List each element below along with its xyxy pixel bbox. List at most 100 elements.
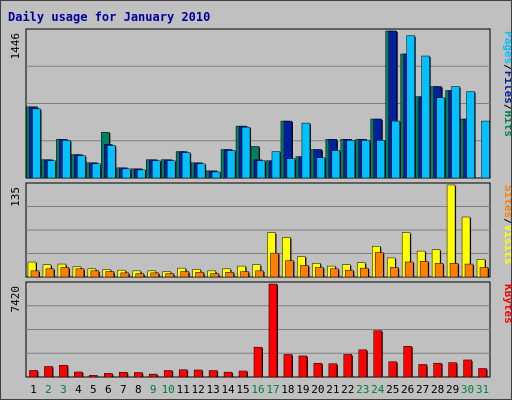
bar-pages bbox=[226, 150, 236, 179]
bar-kbytes bbox=[178, 369, 188, 378]
bar-sites bbox=[389, 267, 399, 278]
bar-pages bbox=[361, 140, 371, 179]
bar-pages bbox=[211, 171, 221, 179]
bar-sites bbox=[330, 268, 339, 278]
x-tick-label: 28 bbox=[431, 383, 444, 396]
panel-hits-files-pages: 1446 Pages/Files/Hits bbox=[9, 28, 511, 179]
bar-kbytes bbox=[268, 283, 278, 378]
bar-sites bbox=[419, 261, 429, 278]
bar-kbytes bbox=[373, 330, 382, 378]
bar-kbytes bbox=[298, 355, 308, 378]
bar-sites bbox=[30, 270, 40, 278]
panel-visits-sites: 135 Sites/Visits bbox=[9, 182, 511, 278]
bar-kbytes bbox=[388, 361, 397, 378]
bar-sites bbox=[449, 263, 459, 278]
panel-legend: Sites/Visits bbox=[502, 185, 511, 265]
bar-kbytes bbox=[163, 370, 173, 378]
bar-sites bbox=[255, 270, 264, 278]
x-tick-label: 17 bbox=[266, 383, 279, 396]
bar-kbytes bbox=[223, 371, 233, 378]
bar-kbytes bbox=[313, 362, 323, 378]
x-tick-label: 8 bbox=[135, 383, 142, 396]
chart-title: Daily usage for January 2010 bbox=[8, 10, 210, 24]
bar-kbytes bbox=[29, 370, 38, 378]
bar-kbytes bbox=[44, 366, 53, 378]
bar-pages bbox=[331, 150, 341, 179]
x-tick-label: 2 bbox=[45, 383, 52, 396]
bar-kbytes bbox=[238, 370, 248, 378]
bar-pages bbox=[286, 158, 296, 179]
bar-pages bbox=[166, 160, 176, 179]
bar-kbytes bbox=[478, 368, 487, 378]
bar-pages bbox=[316, 157, 326, 179]
bar-sites bbox=[75, 268, 85, 278]
bar-kbytes bbox=[119, 371, 128, 378]
series-kbytes bbox=[29, 283, 488, 378]
x-tick-label: 14 bbox=[221, 383, 235, 396]
bar-sites bbox=[90, 270, 100, 278]
ymax-label: 7420 bbox=[9, 286, 22, 313]
bar-sites bbox=[195, 271, 204, 278]
bar-pages bbox=[346, 140, 356, 179]
bar-pages bbox=[436, 97, 445, 179]
x-tick-label: 15 bbox=[236, 383, 249, 396]
bar-pages bbox=[406, 35, 415, 179]
bar-kbytes bbox=[59, 364, 68, 378]
bar-kbytes bbox=[193, 369, 203, 378]
bar-sites bbox=[240, 271, 249, 278]
bar-sites bbox=[360, 267, 369, 278]
x-tick-label: 9 bbox=[150, 383, 157, 396]
x-tick-label: 16 bbox=[251, 383, 264, 396]
bar-pages bbox=[62, 140, 71, 179]
bar-kbytes bbox=[253, 346, 263, 378]
panel-kbytes: 7420 KBytes bbox=[9, 281, 511, 378]
x-tick-label: 3 bbox=[60, 383, 67, 396]
bar-pages bbox=[391, 120, 400, 179]
bar-kbytes bbox=[208, 370, 218, 378]
bar-pages bbox=[92, 163, 101, 179]
bar-sites bbox=[404, 261, 414, 278]
bar-sites bbox=[464, 263, 474, 278]
x-tick-label: 30 bbox=[461, 383, 474, 396]
x-tick-label: 20 bbox=[311, 383, 324, 396]
x-tick-label: 5 bbox=[90, 383, 97, 396]
bar-kbytes bbox=[89, 375, 98, 378]
x-tick-label: 26 bbox=[401, 383, 414, 396]
bar-kbytes bbox=[358, 349, 368, 378]
bar-sites bbox=[345, 269, 354, 278]
bar-sites bbox=[135, 273, 145, 278]
bar-sites bbox=[210, 273, 219, 278]
bar-sites bbox=[434, 263, 444, 278]
series-visits bbox=[27, 184, 487, 278]
bar-kbytes bbox=[448, 362, 457, 378]
bar-kbytes bbox=[104, 373, 113, 378]
bar-kbytes bbox=[134, 372, 143, 378]
bar-sites bbox=[300, 265, 309, 278]
x-tick-label: 31 bbox=[476, 383, 489, 396]
bar-sites bbox=[270, 252, 279, 278]
bar-sites bbox=[315, 267, 324, 278]
x-tick-label: 11 bbox=[177, 383, 190, 396]
bar-kbytes bbox=[328, 363, 338, 378]
x-tick-label: 24 bbox=[371, 383, 385, 396]
bar-sites bbox=[120, 272, 130, 278]
bar-kbytes bbox=[463, 359, 472, 378]
x-tick-label: 22 bbox=[341, 383, 354, 396]
bar-kbytes bbox=[418, 364, 427, 378]
bar-kbytes bbox=[148, 373, 158, 378]
bar-kbytes bbox=[283, 354, 293, 378]
bar-pages bbox=[451, 86, 460, 179]
bar-pages bbox=[137, 169, 146, 179]
bar-sites bbox=[165, 273, 174, 278]
x-tick-label: 23 bbox=[356, 383, 369, 396]
bar-pages bbox=[256, 160, 266, 179]
ymax-label: 135 bbox=[9, 187, 22, 207]
bar-pages bbox=[181, 152, 191, 179]
bar-sites bbox=[105, 271, 115, 278]
bar-pages bbox=[47, 160, 56, 179]
bar-kbytes bbox=[403, 346, 412, 378]
ymax-label: 1446 bbox=[9, 33, 22, 60]
bar-pages bbox=[151, 160, 161, 179]
bar-pages bbox=[466, 91, 475, 179]
